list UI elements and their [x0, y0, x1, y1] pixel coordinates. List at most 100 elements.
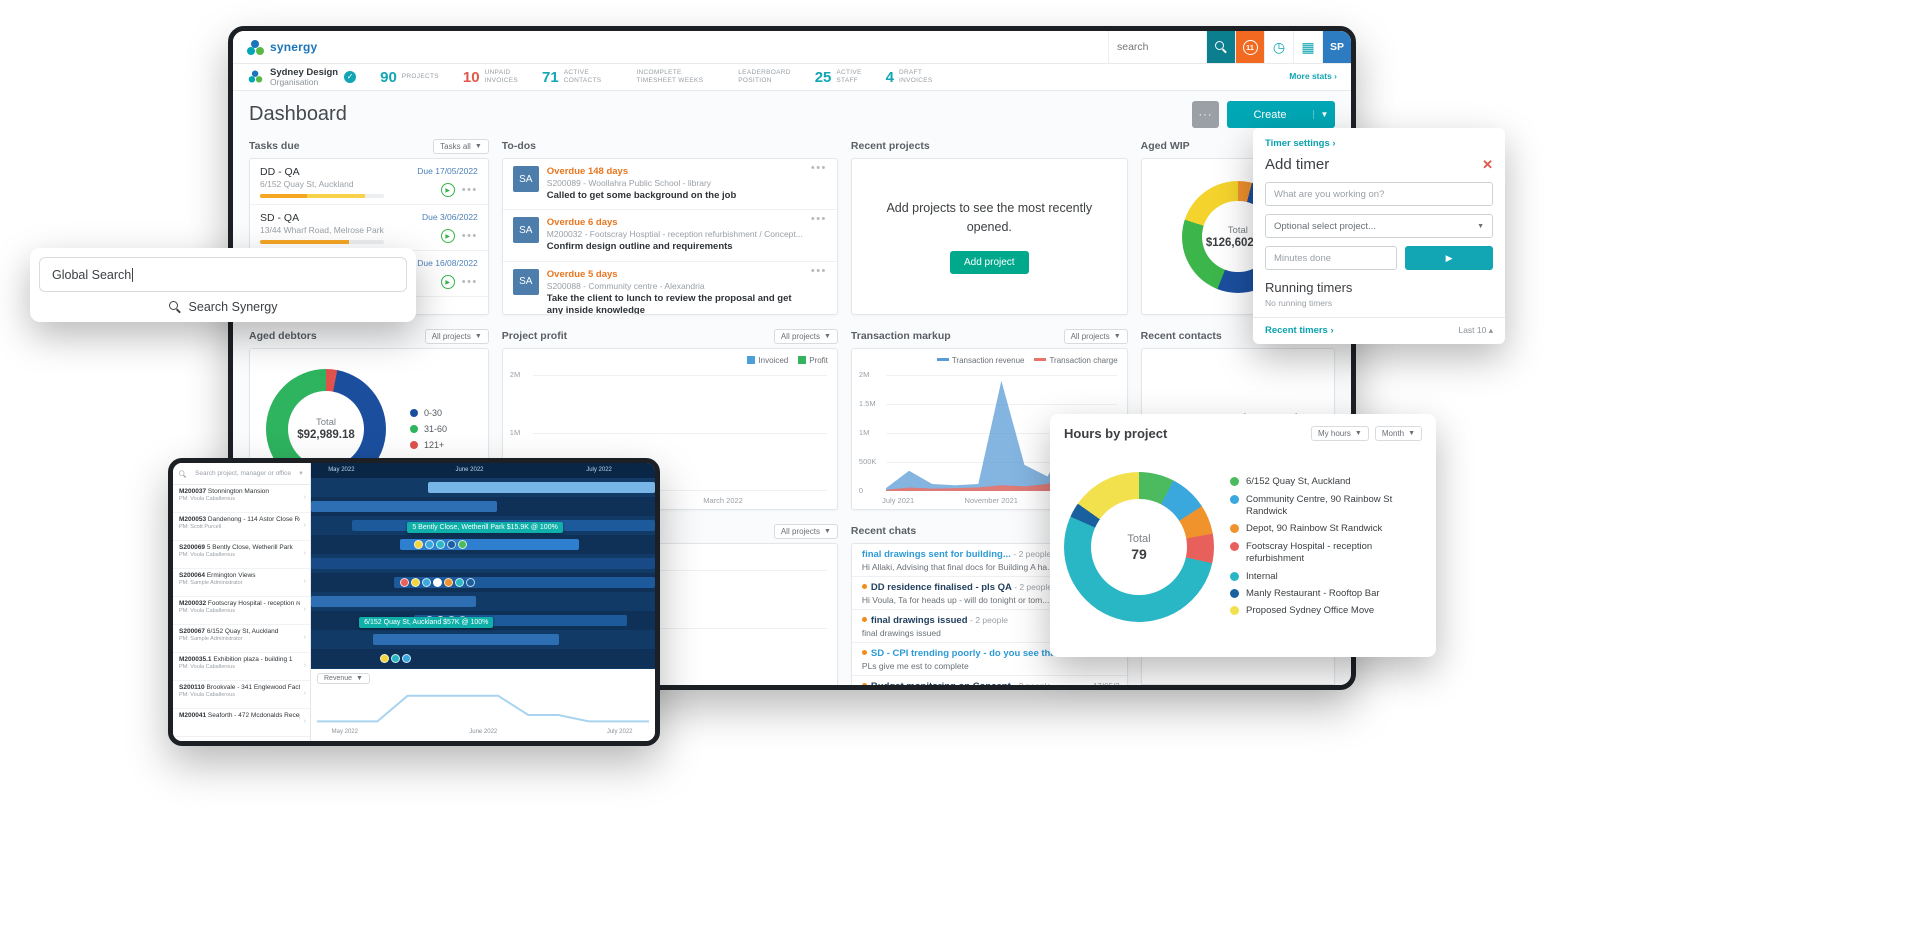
start-timer-icon[interactable]: ▶	[440, 229, 455, 243]
close-icon[interactable]: ✕	[1482, 157, 1493, 172]
more-stats-link[interactable]: More stats ›	[1289, 71, 1337, 82]
search-synergy-button[interactable]: Search Synergy	[39, 292, 407, 322]
chevron-down-icon: ▼	[1477, 222, 1484, 230]
row-menu-icon[interactable]: •••	[461, 276, 478, 288]
search-button[interactable]	[1206, 31, 1235, 63]
resource-avatar-dots[interactable]	[414, 540, 468, 549]
synergy-logo-icon	[247, 39, 264, 55]
legend-dot	[1230, 588, 1239, 598]
create-button[interactable]: Create ▼	[1227, 101, 1335, 128]
last-10-filter[interactable]: Last 10 ▴	[1458, 325, 1493, 335]
gantt-project-row[interactable]: S200069 5 Bently Close, Wetherill Park P…	[173, 541, 310, 569]
chevron-down-icon: ▼	[823, 527, 831, 535]
todo-row[interactable]: SA Overdue 6 days M200032 - Footscray Ho…	[502, 210, 837, 262]
empty-state-text: Add projects to see the most recently op…	[886, 201, 1093, 234]
tasks-filter-dropdown[interactable]: Tasks all ▼	[433, 138, 489, 154]
avatar: SA	[512, 268, 539, 295]
stat-value: 25	[814, 68, 832, 86]
timer-minutes-input[interactable]	[1265, 246, 1398, 270]
todo-project: M200032 - Footscray Hosptial - reception…	[546, 229, 803, 240]
gantt-bar[interactable]	[393, 577, 655, 588]
recent-projects-widget: Recent projects Add projects to see the …	[850, 138, 1128, 315]
row-menu-icon[interactable]: •••	[810, 162, 827, 174]
gantt-canvas[interactable]: 5 Bently Close, Wetherill Park $15.9K @ …	[311, 478, 655, 669]
timer-settings-link[interactable]: Timer settings ›	[1265, 138, 1336, 149]
task-row[interactable]: DD - QA 6/152 Quay St, Auckland Due 17/0…	[250, 159, 488, 205]
gantt-bar[interactable]	[311, 558, 655, 569]
stat-active-contacts[interactable]: 71 ACTIVE CONTACTS	[542, 69, 601, 86]
resource-avatar-dots[interactable]	[400, 578, 476, 587]
gantt-bar[interactable]	[311, 596, 477, 607]
timeline-month: July 2022	[586, 467, 612, 473]
row-menu-icon[interactable]: •••	[810, 264, 827, 277]
notification-badge: 11	[1242, 39, 1258, 55]
resource-avatar-dots[interactable]	[379, 654, 411, 663]
gantt-project-row[interactable]: M200035.1 Exhibition plaza - building 1 …	[173, 653, 310, 681]
dashboard-options-button[interactable]: ···	[1192, 101, 1219, 128]
stat-value: 10	[462, 68, 480, 86]
gantt-project-row[interactable]: S200110 Brookvale - 341 Englewood Factor…	[173, 681, 310, 709]
add-project-button[interactable]: Add project	[949, 250, 1029, 274]
row-menu-icon[interactable]: •••	[461, 230, 478, 242]
organisation-switcher[interactable]: Sydney Design Organisation ✓	[247, 67, 357, 87]
hours-donut-chart[interactable]: Total 79	[1064, 472, 1214, 622]
gantt-project-row[interactable]: M200041 Seaforth - 472 Mcdonalds Recepti…	[173, 709, 310, 737]
start-timer-icon[interactable]: ▶	[440, 275, 455, 289]
chevron-right-icon: ›	[303, 718, 306, 725]
gantt-project-row[interactable]: M200053 Dandenong - 114 Astor Close Rece…	[173, 513, 310, 541]
timer-task-input[interactable]	[1265, 182, 1493, 206]
chat-row[interactable]: 17/05/2 Budget monitoring on Concept - 2…	[852, 676, 1127, 685]
unread-dot-icon	[861, 617, 867, 622]
legend-dot	[410, 425, 418, 433]
stat-leaderboard-position[interactable]: LEADERBOARD POSITION	[727, 69, 790, 85]
stat-incomplete-timesheets[interactable]: INCOMPLETE TIMESHEET WEEKS	[625, 69, 703, 85]
gantt-bar[interactable]	[372, 634, 559, 645]
todo-overdue-label: Overdue 148 days	[546, 166, 629, 177]
timers-button[interactable]: ◷	[1264, 31, 1293, 63]
synergy-logo[interactable]: synergy	[233, 31, 331, 63]
search-query-text: Global Search	[52, 267, 132, 282]
user-avatar[interactable]: SP	[1322, 31, 1351, 63]
row-menu-icon[interactable]: •••	[461, 184, 478, 196]
notifications-button[interactable]: 11	[1235, 31, 1264, 63]
gantt-bar[interactable]	[311, 501, 497, 512]
gantt-search-bar[interactable]: Search project, manager or office ▼	[173, 463, 310, 485]
global-search-field[interactable]	[1108, 31, 1206, 63]
gantt-project-row[interactable]: M200037 Stonnington Mansion PM: Voula Ca…	[173, 485, 310, 513]
my-hours-dropdown[interactable]: My hours ▼	[1310, 426, 1369, 441]
gantt-bar[interactable]	[400, 539, 580, 550]
gantt-bar[interactable]	[427, 482, 655, 493]
task-row[interactable]: SD - QA 13/44 Wharf Road, Melrose Park D…	[250, 205, 488, 251]
stat-draft-invoices[interactable]: 4 DRAFT INVOICES	[886, 69, 933, 86]
month-dropdown[interactable]: Month ▼	[1374, 426, 1422, 441]
revenue-filter-dropdown[interactable]: All projects ▼	[773, 523, 838, 539]
recent-timers-link[interactable]: Recent timers ›	[1265, 325, 1334, 336]
row-menu-icon[interactable]: •••	[810, 213, 827, 226]
date-axis: 30 31 01 02 03 04 05	[1141, 684, 1334, 685]
timer-project-select[interactable]: Optional select project... ▼	[1265, 214, 1493, 238]
revenue-dropdown[interactable]: Revenue ▼	[317, 673, 370, 684]
todo-row[interactable]: SA Overdue 5 days S200088 - Community ce…	[503, 262, 837, 314]
profit-filter-dropdown[interactable]: All projects ▼	[773, 328, 838, 344]
start-timer-icon[interactable]: ▶	[440, 183, 455, 197]
calendar-button[interactable]: ▦	[1293, 31, 1322, 63]
gantt-project-row[interactable]: S200064 Ermington Views PM: Sample Admin…	[173, 569, 310, 597]
start-timer-button[interactable]: ▶	[1405, 246, 1493, 270]
search-input[interactable]	[1117, 41, 1198, 53]
gantt-bar[interactable]	[414, 615, 628, 626]
chevron-down-icon: ▼	[1313, 110, 1335, 119]
stat-projects[interactable]: 90 PROJECTS	[380, 69, 439, 86]
gantt-project-row[interactable]: S200067 6/152 Quay St, Auckland PM: Samp…	[173, 625, 310, 653]
x-axis-tick: June 2022	[469, 729, 498, 735]
gantt-project-row[interactable]: M200032 Footscray Hospital - reception r…	[173, 597, 310, 625]
stats-bar: Sydney Design Organisation ✓ 90 PROJECTS…	[233, 64, 1351, 91]
todo-text: Confirm design outline and requirements	[546, 241, 733, 253]
global-search-input[interactable]: Global Search	[39, 257, 407, 292]
filter-icon[interactable]: ▼	[298, 470, 304, 477]
stat-active-staff[interactable]: 25 ACTIVE STAFF	[815, 69, 862, 86]
debtors-filter-dropdown[interactable]: All projects ▼	[424, 328, 489, 344]
chevron-right-icon: ›	[303, 522, 306, 529]
todo-row[interactable]: SA Overdue 148 days S200089 - Woollahra …	[502, 159, 837, 211]
stat-unpaid-invoices[interactable]: 10 UNPAID INVOICES	[463, 69, 518, 86]
markup-filter-dropdown[interactable]: All projects ▼	[1063, 328, 1128, 344]
